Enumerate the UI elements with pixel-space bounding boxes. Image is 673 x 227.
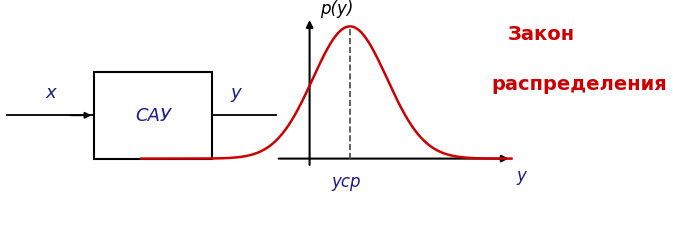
Text: САУ: САУ [135,107,171,125]
Bar [94,73,212,159]
Text: yср: yср [332,173,361,190]
Text: распределения: распределения [491,74,667,94]
Text: Закон: Закон [508,25,575,44]
Text: y: y [517,166,526,184]
Text: p(y): p(y) [320,0,353,18]
Text: y: y [230,84,241,102]
Text: x: x [45,84,56,102]
